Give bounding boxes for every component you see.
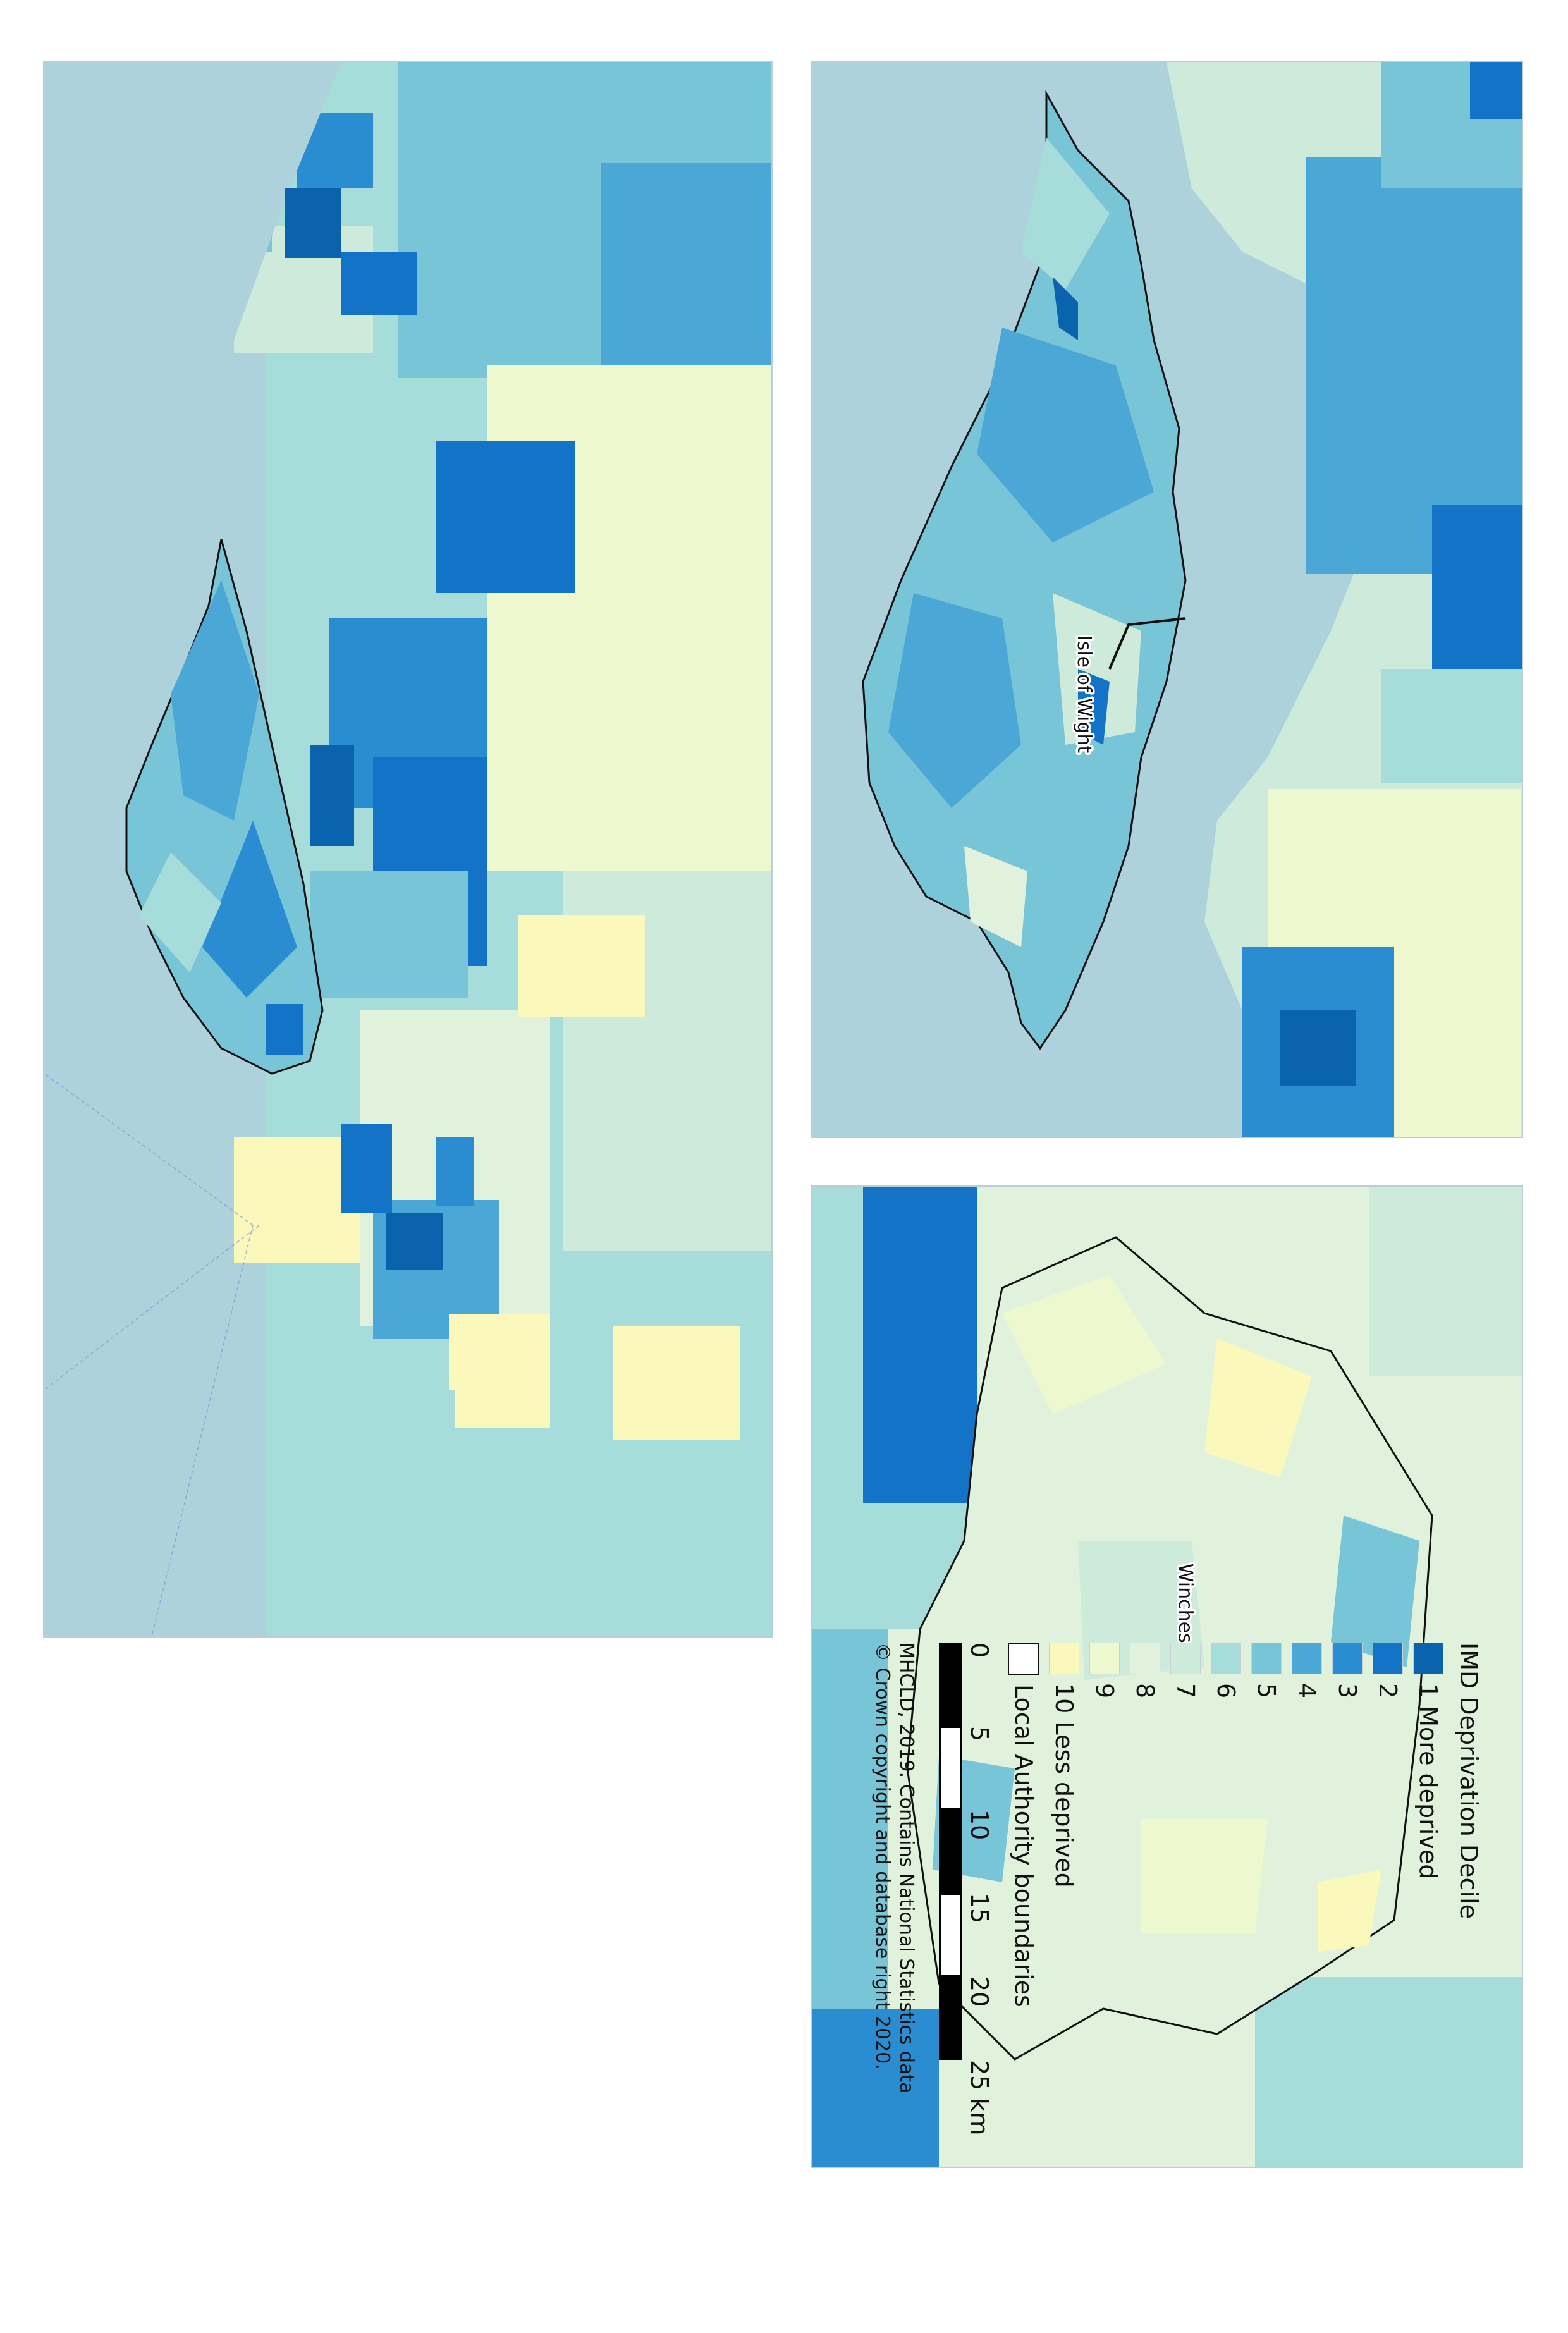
- legend-item: 9: [1088, 1643, 1121, 1698]
- legend: IMD Deprivation Decile 1 More deprived 2 3 4…: [787, 1638, 1483, 2270]
- overview-map-canvas: [44, 62, 771, 1636]
- boundary-label: Local Authority boundaries: [1010, 1684, 1038, 2007]
- legend-title: IMD Deprivation Decile: [1455, 1643, 1483, 1919]
- scale-bar: 0 5 10 15 20 25 km: [930, 1643, 993, 2135]
- legend-item: 6: [1210, 1643, 1242, 1698]
- credits-line-2: © Crown copyright and database right 202…: [871, 1643, 893, 2070]
- legend-swatch: [1170, 1643, 1201, 1674]
- legend-label: 9: [1091, 1683, 1118, 1699]
- winchester-canvas: Winchester: [812, 1187, 1522, 2167]
- isle-of-wight-shape: [862, 90, 1187, 1050]
- legend-boundary-item: Local Authority boundaries: [1007, 1643, 1040, 2007]
- legend-label: 7: [1172, 1683, 1199, 1699]
- urban-clusters: [266, 188, 474, 1270]
- scale-segment: [939, 1643, 962, 1726]
- scale-tick-label: 15: [965, 1893, 993, 1924]
- legend-label: 10 Less deprived: [1050, 1683, 1078, 1888]
- legend-item: 3: [1331, 1643, 1364, 1698]
- legend-item: 2: [1371, 1643, 1404, 1698]
- scale-segment: [939, 1893, 962, 1976]
- isle-of-wight-canvas: Isle of Wight: [812, 62, 1522, 1137]
- legend-label: 1 More deprived: [1414, 1683, 1442, 1880]
- legend-item: 7: [1169, 1643, 1202, 1698]
- legend-swatch: [1292, 1643, 1322, 1674]
- legend-label: 2: [1374, 1683, 1402, 1699]
- winchester-map[interactable]: Winchester: [811, 1185, 1523, 2168]
- boundary-swatch: [1008, 1643, 1039, 1675]
- legend-item: 10 Less deprived: [1048, 1643, 1081, 1888]
- legend-swatch: [1049, 1643, 1079, 1674]
- scale-segment: [939, 1809, 962, 1893]
- scale-tick-label: 10: [965, 1809, 993, 1840]
- legend-item: 1 More deprived: [1412, 1643, 1445, 1879]
- isle-of-wight-label: Isle of Wight: [1073, 635, 1095, 754]
- legend-item: 4: [1290, 1643, 1323, 1698]
- legend-label: 8: [1131, 1683, 1159, 1699]
- legend-label: 6: [1212, 1683, 1240, 1699]
- legend-swatch: [1089, 1643, 1120, 1674]
- isle-of-wight-map[interactable]: Isle of Wight: [811, 61, 1523, 1138]
- mainland-regions: [145, 62, 771, 1636]
- legend-swatch: [1211, 1643, 1241, 1674]
- legend-swatch: [1373, 1643, 1403, 1674]
- legend-label: 3: [1333, 1683, 1361, 1699]
- overview-map[interactable]: [43, 61, 773, 1638]
- scale-segment: [939, 1726, 962, 1809]
- legend-swatch: [1251, 1643, 1282, 1674]
- legend-swatch: [1130, 1643, 1160, 1674]
- scale-tick-label: 20: [965, 1976, 993, 2007]
- legend-item: 5: [1250, 1643, 1283, 1698]
- legend-swatch: [1332, 1643, 1363, 1674]
- legend-item: 8: [1129, 1643, 1161, 1698]
- scale-tick-label: 0: [965, 1643, 993, 1658]
- legend-label: 4: [1293, 1683, 1321, 1699]
- credits-line-1: MHCLD, 2019. Contains National Statistic…: [895, 1643, 917, 2094]
- legend-label: 5: [1253, 1683, 1280, 1699]
- scale-tick-label: 5: [965, 1726, 993, 1742]
- legend-swatch: [1413, 1643, 1443, 1674]
- legend-area: IMD Deprivation Decile 1 More deprived 2 3 4…: [781, 1638, 1483, 2333]
- scale-tick-label: 25 km: [965, 2060, 993, 2136]
- scale-segment: [939, 1976, 962, 2060]
